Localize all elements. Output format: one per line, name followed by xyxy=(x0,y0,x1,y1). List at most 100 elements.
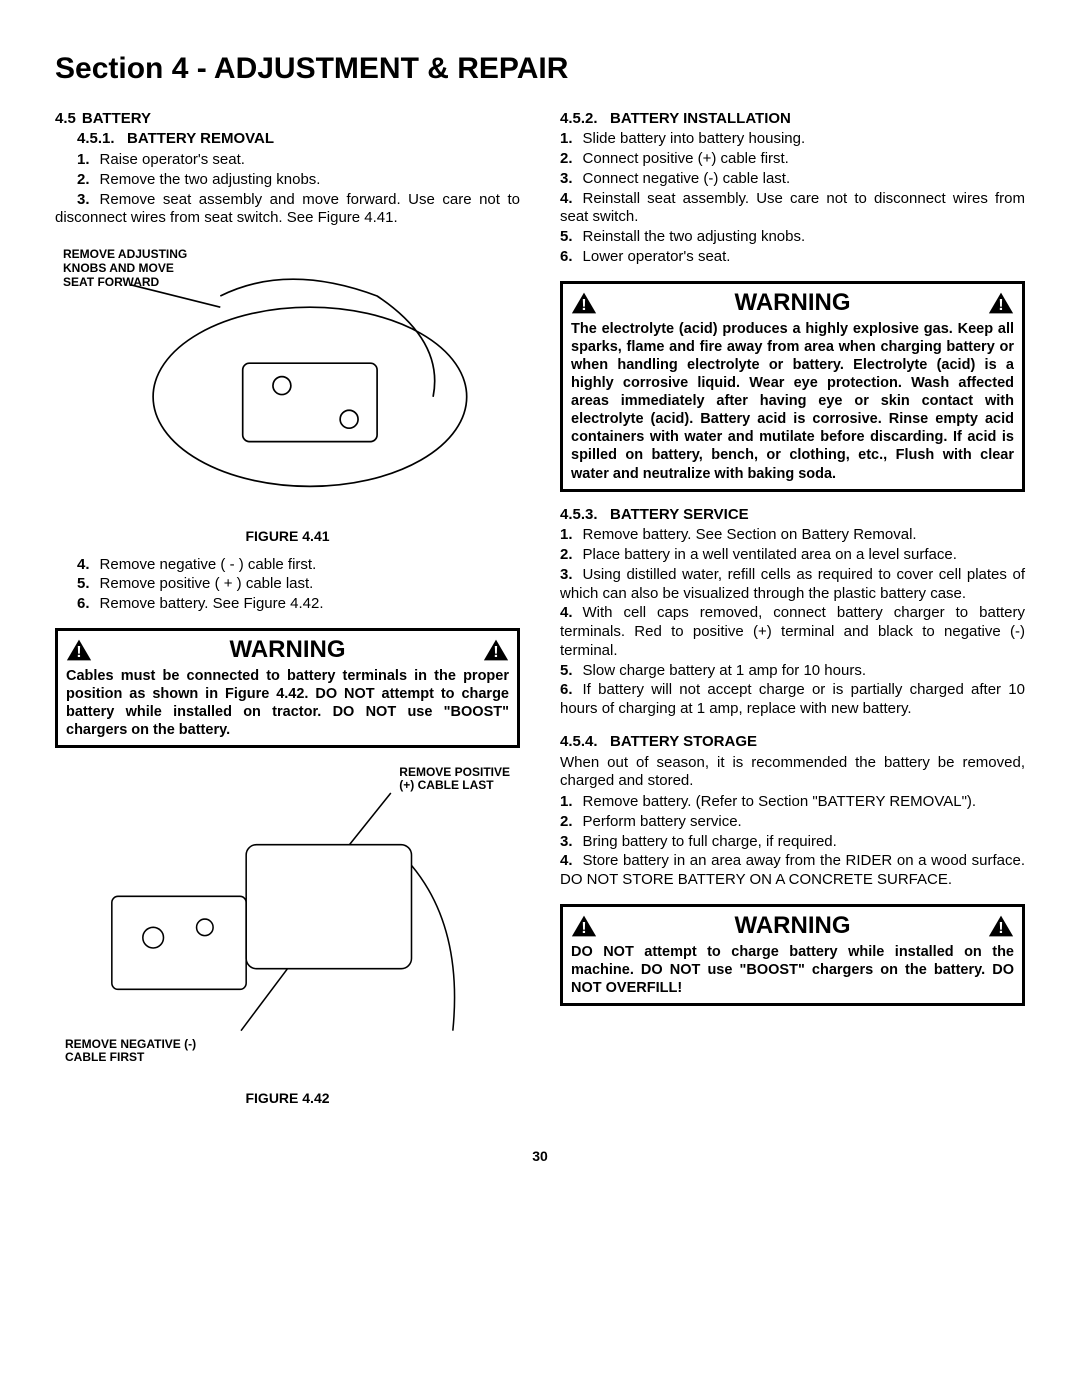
list-item: 2.Perform battery service. xyxy=(560,813,1025,832)
removal-steps-b: 4.Remove negative ( - ) cable first. 5.R… xyxy=(77,556,520,614)
step-text: Slide battery into battery housing. xyxy=(583,130,806,147)
storage-steps: 1.Remove battery. (Refer to Section "BAT… xyxy=(560,793,1025,890)
list-item: 5.Remove positive ( + ) cable last. xyxy=(77,575,520,594)
step-text: Remove negative ( - ) cable first. xyxy=(100,556,317,573)
subheading-4-5-4: 4.5.4. BATTERY STORAGE xyxy=(560,733,1025,752)
warning-triangle-icon: ! xyxy=(988,914,1014,938)
figure-sketch-icon xyxy=(55,762,520,1072)
step-text: Reinstall seat assembly. Use care not to… xyxy=(560,190,1025,226)
warning-triangle-icon: ! xyxy=(571,291,597,315)
sub-title: BATTERY SERVICE xyxy=(610,506,749,523)
heading-number: 4.5 xyxy=(55,110,76,129)
sub-num: 4.5.3. xyxy=(560,506,598,523)
figure-caption: FIGURE 4.42 xyxy=(55,1090,520,1108)
list-item: 1.Raise operator's seat. xyxy=(77,151,520,170)
figure-sketch-icon xyxy=(55,240,520,520)
list-item: 4.Remove negative ( - ) cable first. xyxy=(77,556,520,575)
section-title: Section 4 - ADJUSTMENT & REPAIR xyxy=(55,50,1025,88)
storage-intro: When out of season, it is recommended th… xyxy=(560,754,1025,792)
sub-title: BATTERY INSTALLATION xyxy=(610,110,791,127)
list-item: 1.Remove battery. (Refer to Section "BAT… xyxy=(560,793,1025,812)
warning-header: ! WARNING ! xyxy=(571,911,1014,941)
sub-num: 4.5.2. xyxy=(560,110,598,127)
fig-callout-bottom: REMOVE NEGATIVE (-) CABLE FIRST xyxy=(65,1038,196,1064)
list-item: 6.Lower operator's seat. xyxy=(560,248,1025,267)
step-text: Remove the two adjusting knobs. xyxy=(100,171,321,188)
list-item: 6.If battery will not accept charge or i… xyxy=(560,681,1025,719)
install-steps: 1.Slide battery into battery housing. 2.… xyxy=(560,130,1025,266)
figure-4-41: REMOVE ADJUSTING KNOBS AND MOVE SEAT FOR… xyxy=(55,240,520,546)
figure-4-41-image: REMOVE ADJUSTING KNOBS AND MOVE SEAT FOR… xyxy=(55,240,520,520)
warning-triangle-icon: ! xyxy=(483,638,509,662)
warning-box-1: ! WARNING ! Cables must be connected to … xyxy=(55,628,520,749)
list-item: 1.Slide battery into battery housing. xyxy=(560,130,1025,149)
sub-title: BATTERY REMOVAL xyxy=(127,130,274,147)
list-item: 5.Slow charge battery at 1 amp for 10 ho… xyxy=(560,662,1025,681)
warning-box-2: ! WARNING ! The electrolyte (acid) produ… xyxy=(560,281,1025,492)
step-text: Connect positive (+) cable first. xyxy=(583,150,789,167)
step-text: Connect negative (-) cable last. xyxy=(583,170,791,187)
step-text: Raise operator's seat. xyxy=(100,151,245,168)
step-text: Remove battery. See Section on Battery R… xyxy=(583,526,917,543)
warning-triangle-icon: ! xyxy=(66,638,92,662)
subheading-4-5-3: 4.5.3. BATTERY SERVICE xyxy=(560,506,1025,525)
step-text: Bring battery to full charge, if require… xyxy=(583,833,837,850)
warning-header: ! WARNING ! xyxy=(571,288,1014,318)
sub-title: BATTERY STORAGE xyxy=(610,733,757,750)
warning-triangle-icon: ! xyxy=(571,914,597,938)
warning-triangle-icon: ! xyxy=(988,291,1014,315)
svg-text:!: ! xyxy=(581,296,586,313)
svg-text:!: ! xyxy=(581,920,586,937)
step-text: Remove seat assembly and move forward. U… xyxy=(55,191,520,227)
list-item: 5.Reinstall the two adjusting knobs. xyxy=(560,228,1025,247)
sub-num: 4.5.1. xyxy=(77,130,115,147)
figure-caption: FIGURE 4.41 xyxy=(55,528,520,546)
step-text: Remove positive ( + ) cable last. xyxy=(100,575,314,592)
subheading-4-5-2: 4.5.2. BATTERY INSTALLATION xyxy=(560,110,1025,129)
list-item: 2.Remove the two adjusting knobs. xyxy=(77,171,520,190)
heading-4-5: 4.5 BATTERY xyxy=(55,110,520,129)
list-item: 4.Reinstall seat assembly. Use care not … xyxy=(560,190,1025,228)
list-item: 2.Place battery in a well ventilated are… xyxy=(560,546,1025,565)
svg-text:!: ! xyxy=(998,920,1003,937)
step-text: Slow charge battery at 1 amp for 10 hour… xyxy=(583,662,866,679)
heading-text: BATTERY xyxy=(82,110,151,129)
subheading-4-5-1: 4.5.1. BATTERY REMOVAL xyxy=(77,130,520,149)
warning-text: DO NOT attempt to charge battery while i… xyxy=(571,943,1014,997)
two-column-layout: 4.5 BATTERY 4.5.1. BATTERY REMOVAL 1.Rai… xyxy=(55,110,1025,1118)
list-item: 3.Remove seat assembly and move forward.… xyxy=(55,191,520,229)
step-text: Store battery in an area away from the R… xyxy=(560,852,1025,888)
warning-title: WARNING xyxy=(597,911,988,941)
list-item: 4.Store battery in an area away from the… xyxy=(560,852,1025,890)
removal-steps-a: 1.Raise operator's seat. 2.Remove the tw… xyxy=(77,151,520,228)
sub-num: 4.5.4. xyxy=(560,733,598,750)
svg-text:!: ! xyxy=(998,296,1003,313)
step-text: Reinstall the two adjusting knobs. xyxy=(583,228,806,245)
list-item: 2.Connect positive (+) cable first. xyxy=(560,150,1025,169)
list-item: 1.Remove battery. See Section on Battery… xyxy=(560,526,1025,545)
step-text: Remove battery. See Figure 4.42. xyxy=(100,595,324,612)
figure-4-42-image: REMOVE POSITIVE (+) CABLE LAST REMOVE NE… xyxy=(55,762,520,1072)
service-steps: 1.Remove battery. See Section on Battery… xyxy=(560,526,1025,719)
warning-header: ! WARNING ! xyxy=(66,635,509,665)
step-text: Using distilled water, refill cells as r… xyxy=(560,566,1025,602)
right-column: 4.5.2. BATTERY INSTALLATION 1.Slide batt… xyxy=(560,110,1025,1118)
step-text: Place battery in a well ventilated area … xyxy=(583,546,957,563)
step-text: Lower operator's seat. xyxy=(583,248,731,265)
left-column: 4.5 BATTERY 4.5.1. BATTERY REMOVAL 1.Rai… xyxy=(55,110,520,1118)
figure-4-42: REMOVE POSITIVE (+) CABLE LAST REMOVE NE… xyxy=(55,762,520,1108)
warning-title: WARNING xyxy=(92,635,483,665)
svg-text:!: ! xyxy=(76,644,81,661)
step-text: Perform battery service. xyxy=(583,813,742,830)
step-text: If battery will not accept charge or is … xyxy=(560,681,1025,717)
step-text: With cell caps removed, connect battery … xyxy=(560,604,1025,659)
warning-text: The electrolyte (acid) produces a highly… xyxy=(571,320,1014,483)
step-text: Remove battery. (Refer to Section "BATTE… xyxy=(583,793,977,810)
list-item: 6.Remove battery. See Figure 4.42. xyxy=(77,595,520,614)
page-number: 30 xyxy=(55,1148,1025,1166)
list-item: 4.With cell caps removed, connect batter… xyxy=(560,604,1025,660)
list-item: 3.Bring battery to full charge, if requi… xyxy=(560,833,1025,852)
warning-text: Cables must be connected to battery term… xyxy=(66,667,509,740)
warning-box-3: ! WARNING ! DO NOT attempt to charge bat… xyxy=(560,904,1025,1006)
list-item: 3.Connect negative (-) cable last. xyxy=(560,170,1025,189)
